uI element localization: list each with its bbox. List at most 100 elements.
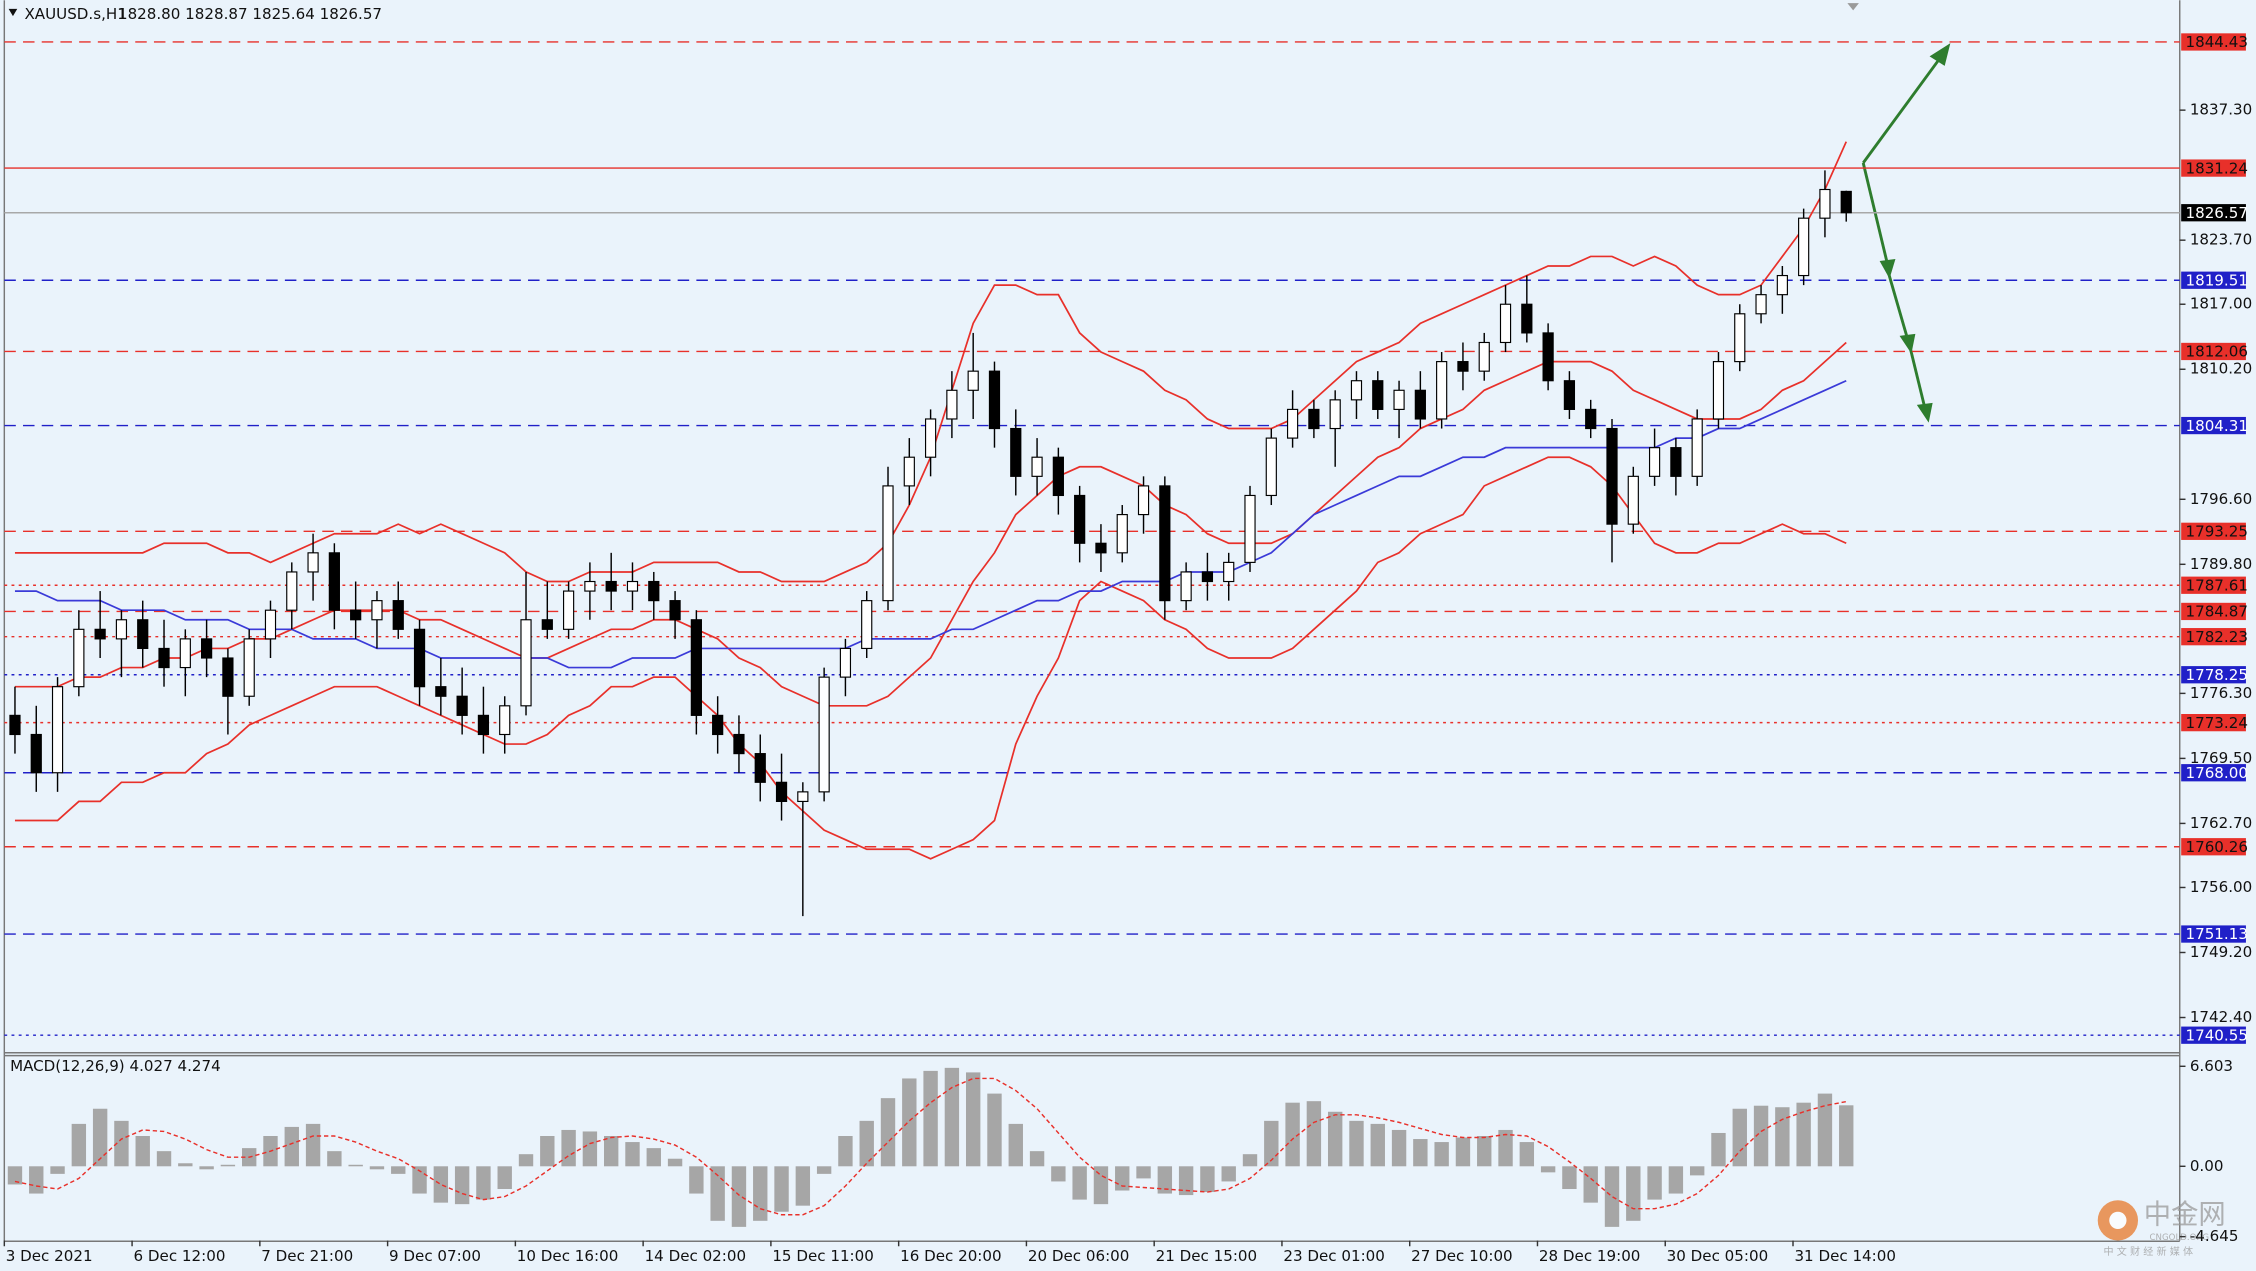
macd-bar [454, 1166, 470, 1205]
candle-body [1585, 408, 1597, 430]
macd-bar [92, 1108, 108, 1167]
candle-body [243, 638, 255, 697]
candle-body [967, 370, 979, 391]
macd-bar [1327, 1111, 1343, 1167]
macd-bar [1370, 1123, 1385, 1167]
macd-bar [1477, 1136, 1492, 1167]
candle-body [1244, 494, 1256, 563]
candle-body [818, 676, 830, 793]
macd-bar [1604, 1166, 1620, 1227]
candle-body [286, 571, 298, 611]
macd-bar [795, 1166, 811, 1206]
candle-body [541, 619, 553, 630]
macd-bar [1647, 1166, 1662, 1200]
arrow-up [1862, 54, 1944, 164]
macd-bar [859, 1120, 874, 1167]
macd-bar [476, 1166, 491, 1200]
macd-bar [1775, 1107, 1790, 1167]
macd-bar [284, 1126, 299, 1167]
macd-bar [1029, 1151, 1045, 1167]
y-tick-label: 1776.30 [2190, 684, 2252, 702]
symbol-menu-icon[interactable] [8, 8, 18, 17]
x-tick-label: 23 Dec 01:00 [1283, 1247, 1385, 1265]
level-label-bg [2181, 522, 2246, 540]
macd-signal [14, 1077, 1847, 1216]
candle-body [1499, 303, 1512, 344]
macd-bar [1668, 1166, 1684, 1194]
candle-body [1286, 408, 1299, 439]
macd-bar [1413, 1139, 1428, 1167]
macd-bar [689, 1166, 704, 1194]
candle-body [371, 600, 383, 621]
symbol: XAUUSD.s,H1 [24, 5, 126, 23]
macd-bar [1072, 1166, 1087, 1200]
x-tick-label: 15 Dec 11:00 [772, 1247, 874, 1265]
arrow-down [1909, 349, 1927, 410]
macd-bar [220, 1164, 236, 1167]
level-label-bg [2181, 838, 2246, 856]
candle-body [222, 657, 234, 697]
candle-body [1819, 188, 1831, 219]
macd-bar [135, 1136, 150, 1167]
y2-tick-label: -4.645 [2190, 1227, 2239, 1245]
y-tick-label: 1749.20 [2190, 943, 2252, 961]
level-label-bg [2181, 416, 2246, 435]
macd-bar [327, 1151, 342, 1167]
candle-body [1223, 561, 1235, 583]
macd-bar [1455, 1137, 1471, 1167]
candle-body [392, 600, 404, 630]
candle-body [1201, 571, 1214, 583]
macd-bar [1136, 1166, 1151, 1179]
candle-body [1414, 389, 1426, 420]
candle-body [1074, 494, 1086, 544]
level-label: 1793.25 [2186, 523, 2248, 541]
candle-body [499, 705, 511, 736]
macd-bar [412, 1166, 427, 1194]
watermark-logo-inner [2109, 1211, 2127, 1229]
macd-bar [369, 1166, 385, 1170]
y-tick-label: 1762.70 [2190, 814, 2252, 832]
macd-bar [816, 1166, 832, 1174]
candle-body [690, 619, 702, 716]
y-tick-label: 1742.40 [2190, 1008, 2252, 1026]
watermark: 中金网 CNGOLD.ORG 中 文 财 经 新 媒 体 [2097, 1200, 2226, 1258]
macd-bar [1008, 1123, 1023, 1167]
candle-body [1393, 389, 1405, 410]
indicator-label: MACD(12,26,9) 4.027 4.274 [10, 1057, 221, 1075]
candle-body [137, 619, 149, 650]
y2-tick-label: 0.00 [2190, 1157, 2224, 1175]
macd-bar [305, 1123, 321, 1167]
macd-bar [923, 1070, 938, 1167]
candle-body [1648, 447, 1661, 477]
macd-bar [774, 1166, 789, 1212]
x-tick-label: 6 Dec 12:00 [134, 1247, 226, 1265]
x-tick-label: 16 Dec 20:00 [900, 1247, 1002, 1265]
candle-body [839, 647, 852, 678]
x-tick-label: 31 Dec 14:00 [1794, 1247, 1896, 1265]
candle-body [797, 791, 809, 802]
x-tick-label: 21 Dec 15:00 [1156, 1247, 1258, 1265]
y-tick-label: 1769.50 [2190, 749, 2252, 767]
level-label: 1778.25 [2186, 666, 2248, 684]
macd-bar [1562, 1166, 1577, 1190]
level-label-bg [2181, 342, 2246, 361]
watermark-slogan: 中 文 财 经 新 媒 体 [2103, 1245, 2193, 1258]
macd-bar [518, 1154, 534, 1167]
level-label-bg [2181, 764, 2246, 782]
level-label-bg [2181, 666, 2246, 684]
candle-body [669, 600, 681, 621]
macd-bar [1689, 1166, 1705, 1176]
macd-bar [1157, 1166, 1173, 1194]
candle-body [562, 590, 575, 630]
macd-bar [1519, 1142, 1535, 1167]
candle-body [30, 733, 42, 774]
candle-body [1734, 313, 1746, 363]
candle-body [328, 552, 340, 611]
candle-body [584, 580, 596, 592]
arrow-head [1916, 402, 1933, 423]
x-tick-label: 27 Dec 10:00 [1411, 1247, 1513, 1265]
level-label: 1768.00 [2186, 764, 2248, 782]
candle-body [1436, 361, 1448, 420]
candle-body [1052, 456, 1064, 497]
